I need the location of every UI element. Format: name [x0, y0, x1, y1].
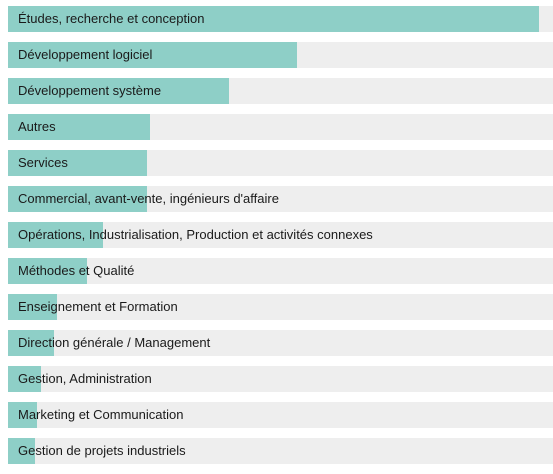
- bar-label: Développement logiciel: [18, 47, 153, 62]
- bar: [8, 114, 150, 140]
- bar: [8, 402, 37, 428]
- bar-label: Autres: [18, 119, 56, 134]
- bar-label: Développement système: [18, 83, 162, 98]
- bar-label: Enseignement et Formation: [18, 299, 178, 314]
- bar: [8, 6, 540, 32]
- bar: [8, 258, 88, 284]
- bar-label: Marketing et Communication: [18, 407, 184, 422]
- bar-label: Direction générale / Management: [18, 335, 211, 350]
- bar: [8, 330, 55, 356]
- horizontal-bar-chart: Études, recherche et conception Développe…: [8, 6, 553, 474]
- bar-row: Études, recherche et conception: [8, 6, 553, 32]
- bar-row: Méthodes et Qualité: [8, 258, 553, 284]
- bar: [8, 186, 147, 212]
- bar-row: Développement logiciel: [8, 42, 553, 68]
- bar: [8, 42, 297, 68]
- bar-row: Opérations, Industrialisation, Productio…: [8, 222, 553, 248]
- bar-row: Gestion de projets industriels: [8, 438, 553, 464]
- bar: [8, 78, 229, 104]
- bar-label: Gestion, Administration: [18, 371, 152, 386]
- bar-row: Direction générale / Management: [8, 330, 553, 356]
- bar-row: Enseignement et Formation: [8, 294, 553, 320]
- bar-label: Gestion de projets industriels: [18, 443, 186, 458]
- bar: [8, 222, 104, 248]
- bar-label: Méthodes et Qualité: [18, 263, 135, 278]
- bar-row: Développement système: [8, 78, 553, 104]
- bar: [8, 366, 41, 392]
- bar-row: Autres: [8, 114, 553, 140]
- bar-label: Commercial, avant-vente, ingénieurs d'af…: [18, 191, 279, 206]
- bar: [8, 294, 58, 320]
- bar-row: Marketing et Communication: [8, 402, 553, 428]
- bar-label: Opérations, Industrialisation, Productio…: [18, 227, 373, 242]
- bar: [8, 150, 147, 176]
- bar-row: Commercial, avant-vente, ingénieurs d'af…: [8, 186, 553, 212]
- bar-row: Services: [8, 150, 553, 176]
- bar-row: Gestion, Administration: [8, 366, 553, 392]
- bar-label: Études, recherche et conception: [18, 11, 205, 26]
- bar-label: Services: [18, 155, 68, 170]
